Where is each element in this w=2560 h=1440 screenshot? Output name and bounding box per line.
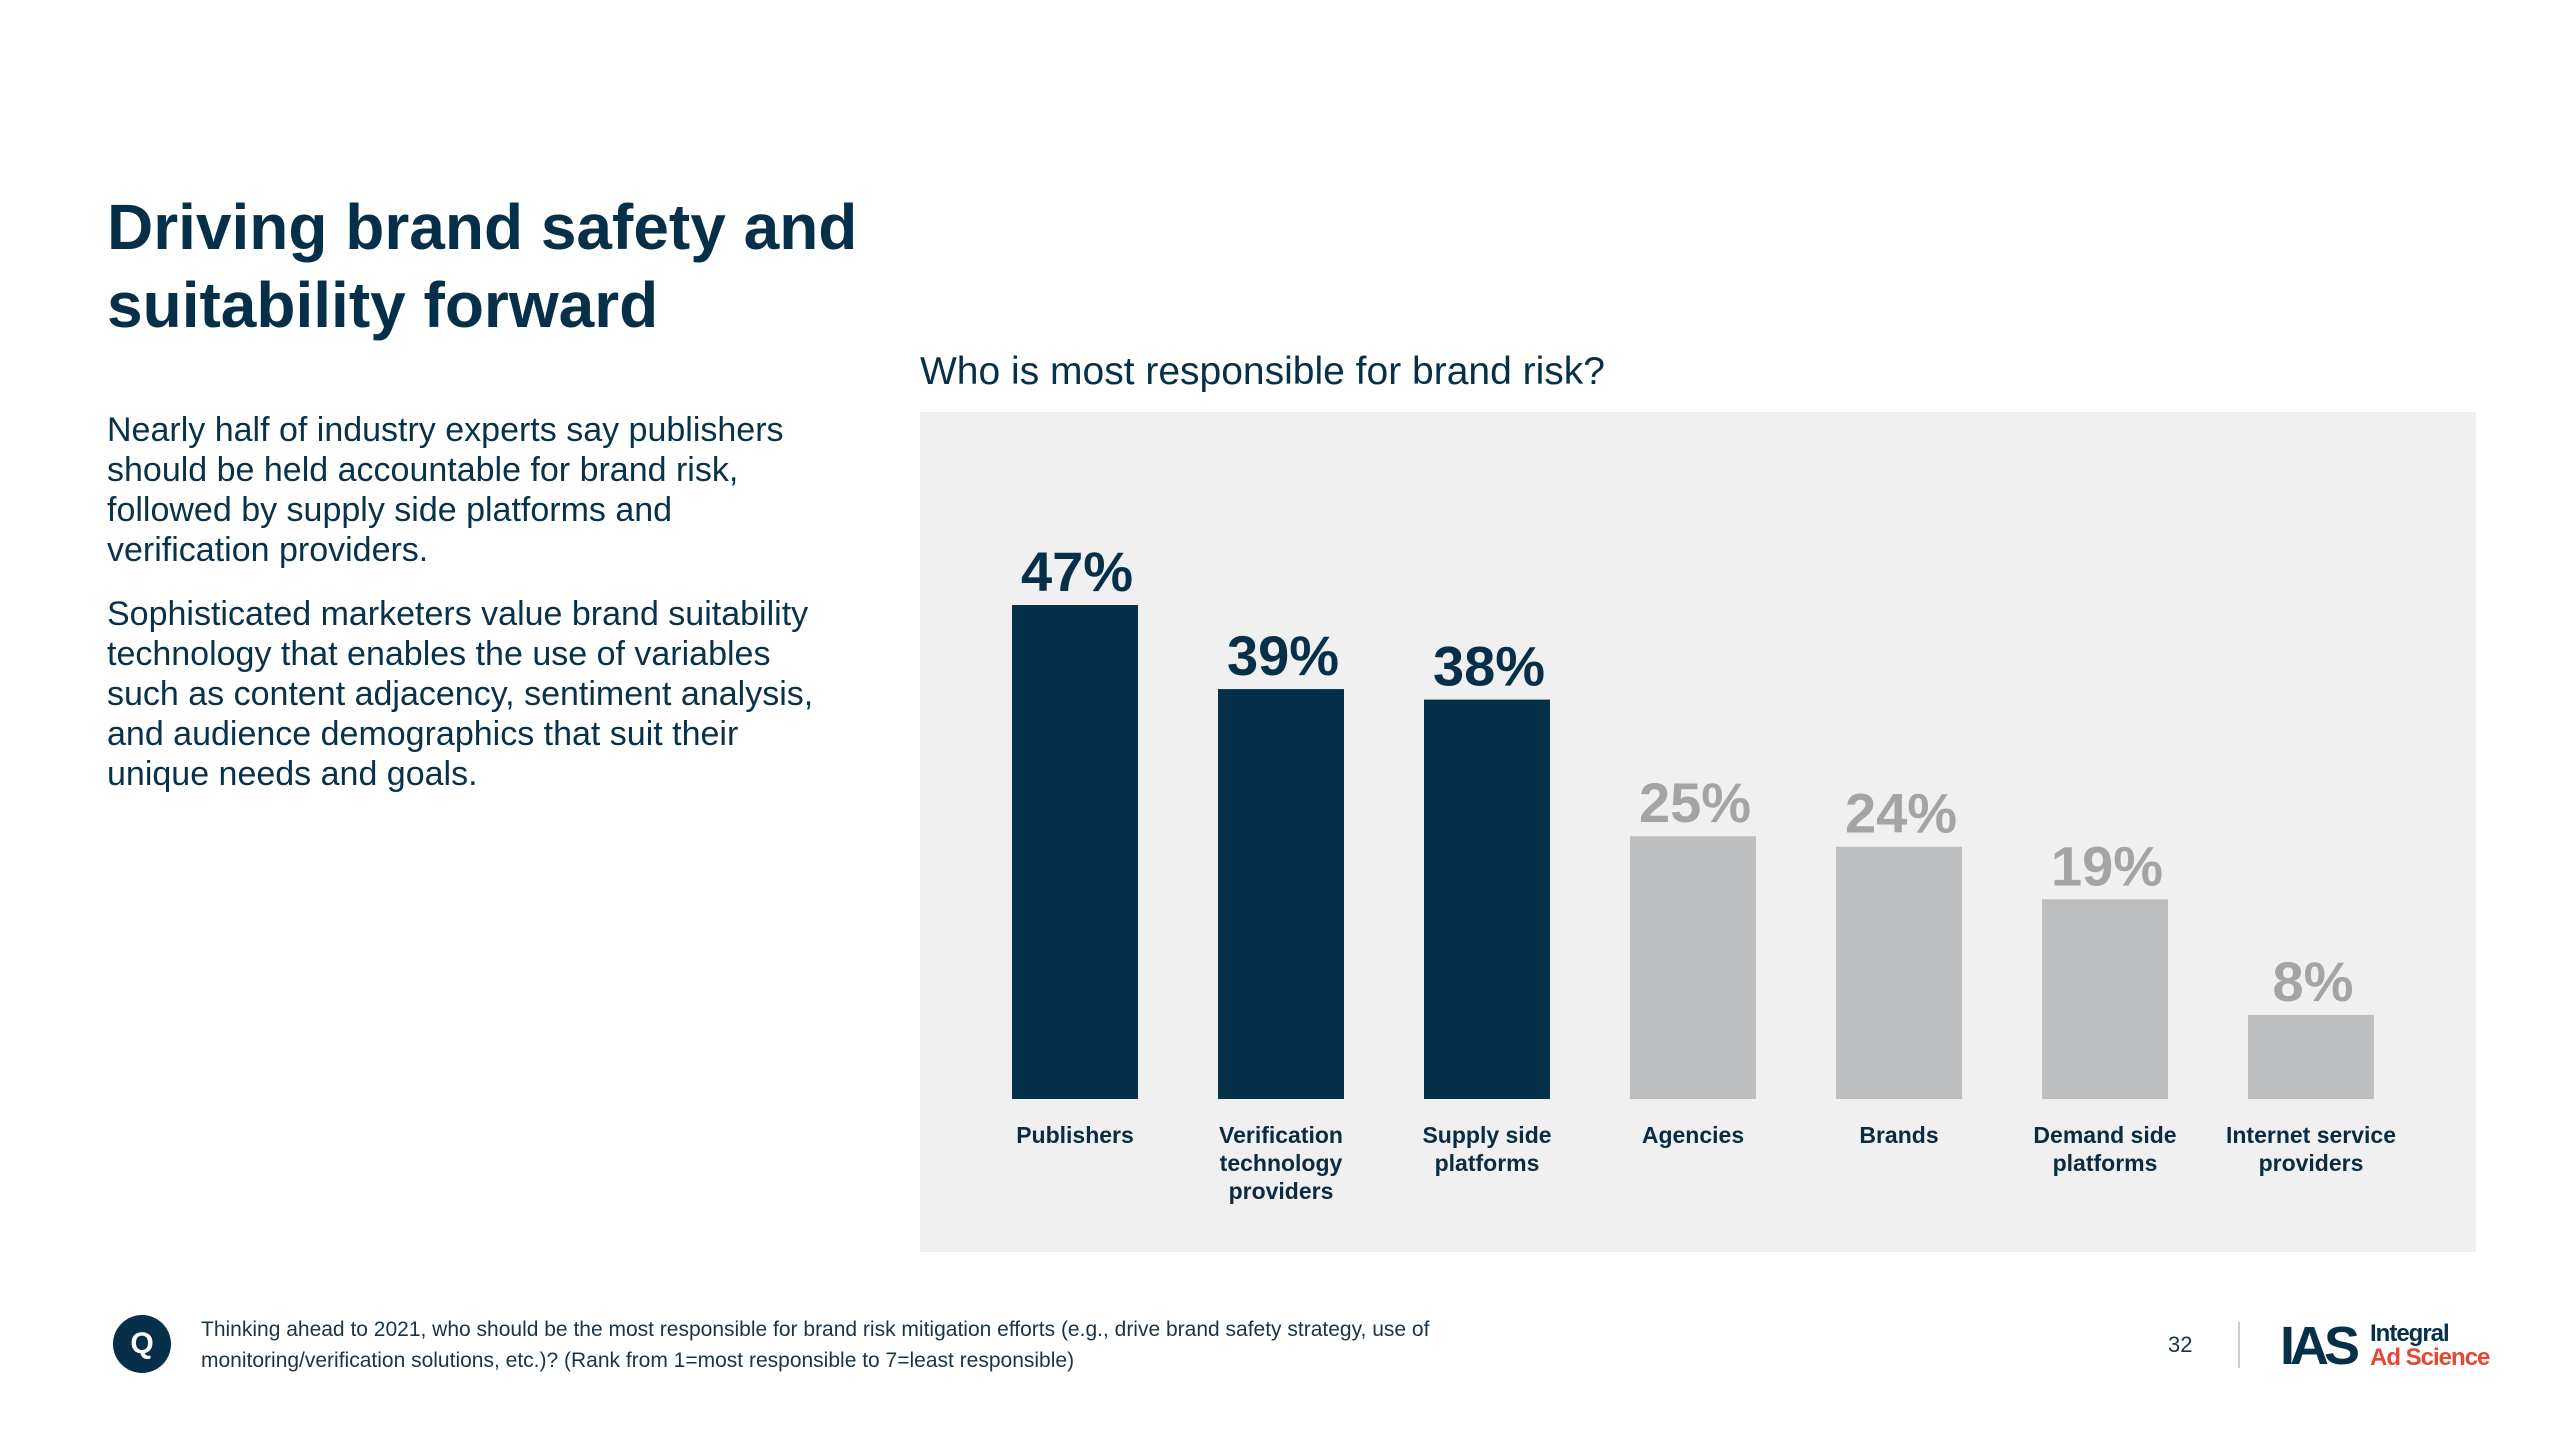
chart-title: Who is most responsible for brand risk? [920, 350, 1605, 393]
category-label-1: Publishers [1016, 1122, 1134, 1148]
category-label-2: Verification technology providers [1219, 1122, 1343, 1204]
category-label-7: Internet service providers [2226, 1122, 2396, 1176]
footer-divider [2238, 1322, 2240, 1368]
chart-panel: 47% Publishers 39% Verification technology pr… [920, 412, 2476, 1252]
question-badge: Q [113, 1315, 171, 1373]
bar-5 [1836, 846, 1962, 1099]
page-title: Driving brand safety and suitability for… [107, 191, 858, 341]
body-paragraph-1: Nearly half of industry experts say publ… [107, 411, 784, 569]
category-label-4: Agencies [1642, 1122, 1744, 1148]
bar-4 [1630, 836, 1756, 1099]
body-paragraph-2: Sophisticated marketers value brand suit… [107, 595, 814, 793]
logo-mark-text: IAS [2280, 1316, 2360, 1376]
value-label-5: 24% [1845, 782, 1957, 845]
value-label-6: 19% [2051, 834, 2163, 897]
logo-mark: IAS [2280, 1316, 2360, 1376]
value-label-2: 39% [1227, 624, 1339, 687]
value-label-3: 38% [1433, 635, 1545, 698]
value-label-4: 25% [1639, 771, 1751, 834]
bar-3 [1424, 699, 1550, 1099]
survey-question: Thinking ahead to 2021, who should be th… [201, 1318, 1430, 1372]
logo-word-ad-science: Ad Science [2370, 1344, 2490, 1371]
category-label-5: Brands [1859, 1122, 1938, 1148]
logo-word-integral: Integral [2370, 1320, 2450, 1347]
body-text: Nearly half of industry experts say publ… [107, 410, 827, 818]
bar-1 [1012, 605, 1138, 1099]
bar-2 [1218, 689, 1344, 1099]
category-label-6: Demand side platforms [2033, 1122, 2176, 1176]
page-number: 32 [2168, 1332, 2193, 1357]
bar-6 [2042, 899, 2168, 1099]
value-label-7: 8% [2273, 950, 2354, 1013]
bar-chart: 47% Publishers 39% Verification technology pr… [1012, 540, 2396, 1204]
bar-7 [2248, 1014, 2374, 1099]
category-label-3: Supply side platforms [1422, 1122, 1551, 1176]
ias-logo: IAS Integral Ad Science [2280, 1318, 2500, 1374]
value-label-1: 47% [1021, 540, 1133, 603]
